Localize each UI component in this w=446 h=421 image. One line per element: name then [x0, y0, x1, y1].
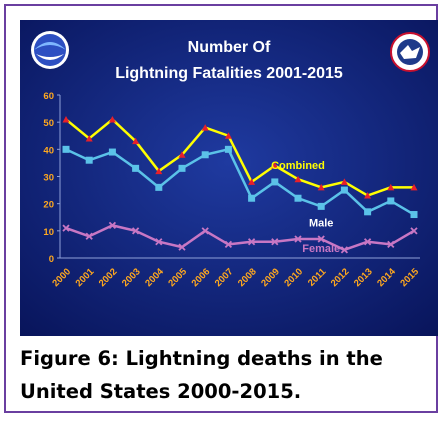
- combined-series-line: [65, 118, 414, 197]
- y-tick-label: 10: [43, 227, 54, 238]
- female-point: [131, 227, 140, 235]
- male-point: [387, 197, 395, 205]
- female-point: [224, 240, 233, 249]
- lightning-fatalities-chart: Number Of Lightning Fatalities 2001-2015…: [20, 20, 438, 336]
- figure-frame: Number Of Lightning Fatalities 2001-2015…: [4, 4, 438, 413]
- female-point: [363, 238, 372, 246]
- male-point: [62, 145, 70, 153]
- male-point: [85, 156, 93, 164]
- male-point: [178, 164, 186, 172]
- female-point: [155, 238, 163, 246]
- male-point: [410, 211, 418, 219]
- female-point: [247, 238, 256, 246]
- combined-point: [178, 151, 186, 158]
- male-point: [294, 194, 302, 202]
- y-tick-label: 40: [43, 145, 54, 156]
- chart-title-line-2: Lightning Fatalities 2001-2015: [115, 65, 343, 82]
- female-point: [387, 240, 395, 249]
- female-point: [340, 246, 349, 254]
- combined-point: [410, 183, 418, 191]
- figure-caption: Figure 6: Lightning deaths in the United…: [20, 347, 383, 403]
- combined-point: [155, 167, 163, 175]
- chart-series: [62, 115, 418, 254]
- female-point: [178, 243, 186, 251]
- chart-title-line-1: Number Of: [188, 39, 271, 56]
- female-series-line: [65, 224, 415, 252]
- male-point: [155, 183, 163, 191]
- male-point: [224, 145, 232, 153]
- male-point: [132, 164, 140, 172]
- combined-point: [271, 162, 279, 169]
- combined-point: [132, 137, 140, 145]
- female-series-label: Female: [302, 243, 340, 255]
- male-point: [317, 202, 325, 210]
- female-point: [108, 221, 117, 230]
- female-point: [62, 224, 70, 232]
- combined-point: [387, 183, 395, 191]
- combined-point: [201, 124, 209, 131]
- male-point: [248, 194, 256, 202]
- female-point: [317, 235, 325, 243]
- y-tick-label: 50: [43, 118, 54, 129]
- chart-series-labels: Combined Male Female: [271, 160, 340, 255]
- combined-point: [294, 175, 302, 183]
- male-series-line: [65, 148, 415, 216]
- y-tick-label: 20: [43, 200, 54, 211]
- male-series-label: Male: [309, 217, 333, 229]
- combined-point: [248, 178, 256, 185]
- female-point: [85, 232, 93, 240]
- combined-series-label: Combined: [271, 160, 325, 172]
- y-tick-label: 0: [49, 254, 54, 265]
- female-point: [201, 227, 209, 235]
- chart-background: [20, 20, 438, 336]
- combined-point: [62, 115, 70, 123]
- nws-logo-icon: [390, 32, 430, 72]
- combined-point: [364, 192, 372, 199]
- noaa-logo-icon: [31, 31, 69, 69]
- female-point: [410, 227, 418, 235]
- combined-point: [108, 115, 116, 123]
- male-point: [201, 151, 209, 159]
- combined-point: [317, 183, 325, 191]
- combined-point: [224, 132, 232, 139]
- chart-slide: Number Of Lightning Fatalities 2001-2015…: [20, 20, 438, 336]
- y-tick-label: 60: [43, 91, 54, 102]
- male-point: [340, 186, 348, 194]
- combined-point: [340, 178, 348, 185]
- male-point: [108, 148, 116, 156]
- female-point: [294, 235, 302, 243]
- female-point: [271, 238, 279, 246]
- combined-point: [85, 134, 93, 142]
- male-point: [271, 178, 279, 186]
- male-point: [364, 208, 372, 216]
- y-tick-label: 30: [43, 173, 54, 184]
